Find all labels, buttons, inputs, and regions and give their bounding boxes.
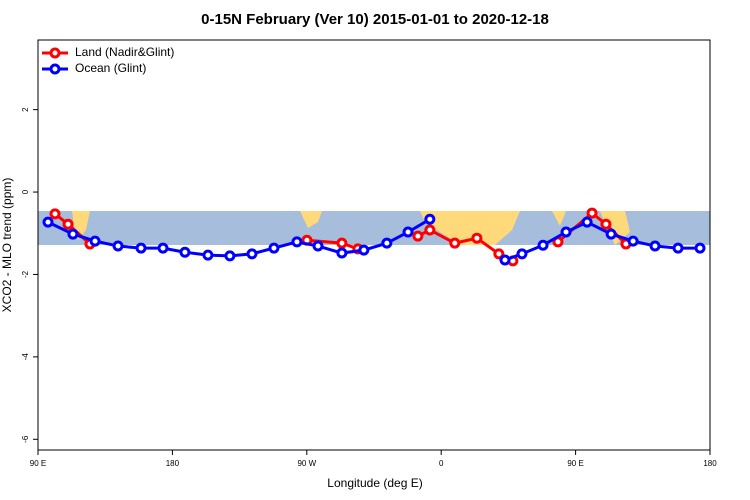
- point: [424, 213, 436, 225]
- x-tick-label: 180: [166, 459, 180, 468]
- point: [537, 239, 549, 251]
- point: [649, 240, 661, 252]
- legend-label: Land (Nadir&Glint): [75, 45, 174, 59]
- x-tick-label: 90 E: [567, 459, 583, 468]
- point: [471, 232, 483, 244]
- point: [586, 207, 598, 219]
- point: [605, 228, 617, 240]
- point: [49, 208, 61, 220]
- plot-frame: [37, 39, 711, 451]
- point: [312, 240, 324, 252]
- point: [449, 237, 461, 249]
- legend-marker: [49, 63, 61, 75]
- point: [62, 218, 74, 230]
- point: [560, 226, 572, 238]
- point: [224, 250, 236, 262]
- point: [157, 242, 169, 254]
- point: [291, 236, 303, 248]
- point: [581, 216, 593, 228]
- y-tick-label: -2: [21, 270, 30, 278]
- point: [672, 242, 684, 254]
- point: [112, 240, 124, 252]
- point: [268, 242, 280, 254]
- point: [424, 224, 436, 236]
- point: [694, 242, 706, 254]
- legend-marker: [49, 47, 61, 59]
- point: [402, 226, 414, 238]
- point: [381, 237, 393, 249]
- point: [135, 242, 147, 254]
- point: [412, 230, 424, 242]
- point: [600, 218, 612, 230]
- point: [516, 248, 528, 260]
- point: [358, 244, 370, 256]
- x-tick-label: 90 W: [297, 459, 316, 468]
- point: [89, 235, 101, 247]
- point: [336, 237, 348, 249]
- y-tick-label: 2: [21, 107, 30, 112]
- point: [42, 216, 54, 228]
- point: [202, 249, 214, 261]
- point: [246, 248, 258, 260]
- point: [499, 254, 511, 266]
- point: [67, 228, 79, 240]
- point: [493, 248, 505, 260]
- y-tick-label: -6: [21, 435, 30, 443]
- x-tick-label: 180: [703, 459, 717, 468]
- y-tick-label: -4: [21, 353, 30, 361]
- chart-title: 0-15N February (Ver 10) 2015-01-01 to 20…: [201, 11, 549, 28]
- x-tick-label: 90 E: [30, 459, 46, 468]
- point: [336, 247, 348, 259]
- point: [179, 246, 191, 258]
- y-axis-label: XCO2 - MLO trend (ppm): [0, 178, 14, 313]
- y-tick-label: 0: [21, 189, 30, 194]
- point: [627, 235, 639, 247]
- x-axis-label: Longitude (deg E): [327, 476, 422, 490]
- legend-label: Ocean (Glint): [75, 61, 146, 75]
- x-tick-label: 0: [439, 459, 444, 468]
